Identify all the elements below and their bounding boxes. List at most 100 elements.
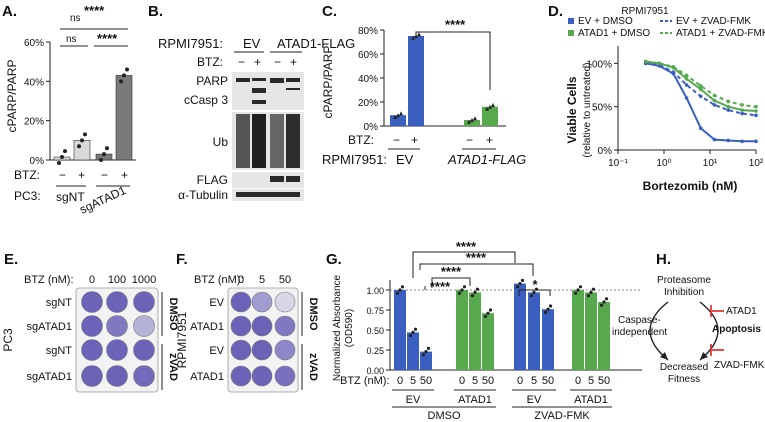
dose-label: 50: [598, 375, 610, 387]
data-point: [475, 287, 480, 291]
panel-a-group-sgatad1: sgATAD1: [77, 183, 128, 217]
panel-c-label: C.: [322, 3, 337, 20]
blot-band: [252, 100, 266, 104]
blot-smear: [236, 114, 250, 168]
bar: [73, 140, 91, 161]
data-point: [740, 111, 744, 116]
data-point: [400, 285, 405, 289]
panel-c-cell-label: RPMI7951:: [322, 152, 387, 167]
panel-e-treat: zVAD: [167, 353, 179, 381]
data-point: [548, 304, 553, 308]
bar: [528, 292, 540, 370]
blot-smear: [252, 114, 266, 168]
well: [274, 339, 296, 361]
well: [133, 315, 155, 337]
bar: [598, 302, 610, 370]
panel-e-btz-label: BTZ (nM):: [24, 274, 74, 286]
panel-c-bars: [390, 32, 498, 126]
panel-f-treat: zVAD: [307, 353, 319, 381]
panel-a-ylabel: cPARP/PARP: [5, 60, 19, 133]
panel-e-row-label: sgNT: [46, 297, 73, 309]
panel-g-ylabel: Normalized Absorbance: [332, 274, 343, 381]
dose-label: 5: [588, 375, 594, 387]
data-point: [643, 59, 648, 64]
well: [251, 315, 273, 337]
panel-f-treat: DMSO: [307, 298, 319, 331]
well: [133, 339, 155, 361]
panel-b-group-ev: EV: [243, 36, 261, 51]
data-point: [520, 278, 525, 282]
y-tick-label: 0.25: [366, 346, 384, 356]
data-point: [473, 116, 477, 121]
data-point: [395, 291, 400, 295]
panel-g-group: ATAD1: [574, 394, 608, 406]
blot-band: [252, 78, 266, 81]
legend-swatch: [568, 30, 574, 36]
data-point: [698, 87, 703, 92]
panel-a-label: A.: [2, 3, 17, 20]
dose-label: 0: [397, 375, 403, 387]
panel-a-btz-label: BTZ:: [14, 168, 40, 182]
panel-d-ylabel-2: (relative to untreated): [582, 62, 593, 157]
dose-label: 50: [542, 375, 554, 387]
panel-g-sig: *: [532, 277, 538, 292]
panel-g-doses: 0 5 50 0 5 50 0 5 50 0 5 50: [397, 375, 610, 387]
panel-h-inhib-1: ATAD1: [726, 306, 757, 317]
x-tick-label: 10⁰: [656, 158, 671, 169]
panel-a: A. cPARP/PARP 0% 20% 40% 60% ns ns **** ***…: [2, 3, 136, 217]
panel-g-sig-line: [431, 277, 471, 288]
panel-c-yticks: 0% 20% 40% 60% 80%: [358, 26, 384, 133]
panel-g-group: EV: [527, 394, 542, 406]
well: [81, 291, 103, 313]
panel-c-btz-sign: +: [486, 133, 493, 147]
panel-b-label: B.: [148, 3, 163, 20]
panel-g-yticks: 0.00 0.25 0.50 0.75 1.00: [366, 286, 390, 376]
panel-a-yticks: 0% 20% 40% 60%: [24, 38, 50, 167]
data-point: [754, 113, 758, 118]
dose-label: 0: [517, 375, 523, 387]
x-tick-label: 10⁻¹: [608, 158, 628, 169]
data-point: [754, 104, 758, 109]
well: [106, 365, 128, 387]
panel-h: H. Proteasome Inhibition Decreased Fitne…: [612, 251, 765, 385]
data-point: [488, 104, 492, 109]
bar: [390, 115, 406, 126]
blot-band: [270, 78, 284, 83]
blot-band: [270, 176, 284, 182]
panel-g-label: G.: [326, 251, 342, 268]
data-point: [122, 73, 126, 78]
data-point: [576, 288, 580, 292]
data-point: [77, 144, 81, 149]
panel-e-dose: 1000: [132, 274, 156, 286]
panel-b-btz-label: BTZ:: [197, 55, 223, 69]
data-point: [473, 290, 477, 294]
data-point: [726, 138, 731, 143]
bar: [394, 290, 406, 370]
legend-entry: ATAD1 + DMSO: [578, 28, 650, 39]
bar: [408, 36, 424, 126]
panel-f-btz-label: BTZ (nM):: [194, 274, 244, 286]
bar: [420, 351, 432, 370]
panel-e: E. BTZ (nM): 0 100 1000 sgNT sgATAD1 sgN…: [1, 251, 179, 393]
y-tick-label: 40%: [358, 74, 378, 85]
blot-band: [286, 176, 300, 182]
data-point: [578, 285, 583, 289]
panel-c: C. cPARP/PARP 0% 20% 40% 60% 80% **** BTZ: −…: [321, 3, 526, 167]
data-point: [470, 294, 475, 298]
data-point: [740, 103, 744, 107]
data-point: [119, 79, 123, 84]
y-tick-label: 0%: [364, 122, 379, 133]
data-point: [698, 126, 703, 131]
panel-e-row-label: sgNT: [46, 345, 73, 357]
panel-f-dose: 5: [259, 274, 265, 286]
data-point: [457, 291, 462, 295]
blot-row-label: PARP: [196, 74, 228, 88]
data-point: [102, 152, 106, 157]
legend-entry: EV + ZVAD-FMK: [676, 16, 751, 27]
data-point: [491, 103, 495, 107]
panel-b-btz-sign: +: [290, 55, 297, 69]
panel-b-group-atad1: ATAD1-FLAG: [277, 36, 355, 51]
data-point: [602, 300, 606, 304]
panel-f-row-label: EV: [209, 345, 224, 357]
panel-g-treat: ZVAD-FMK: [534, 410, 590, 422]
